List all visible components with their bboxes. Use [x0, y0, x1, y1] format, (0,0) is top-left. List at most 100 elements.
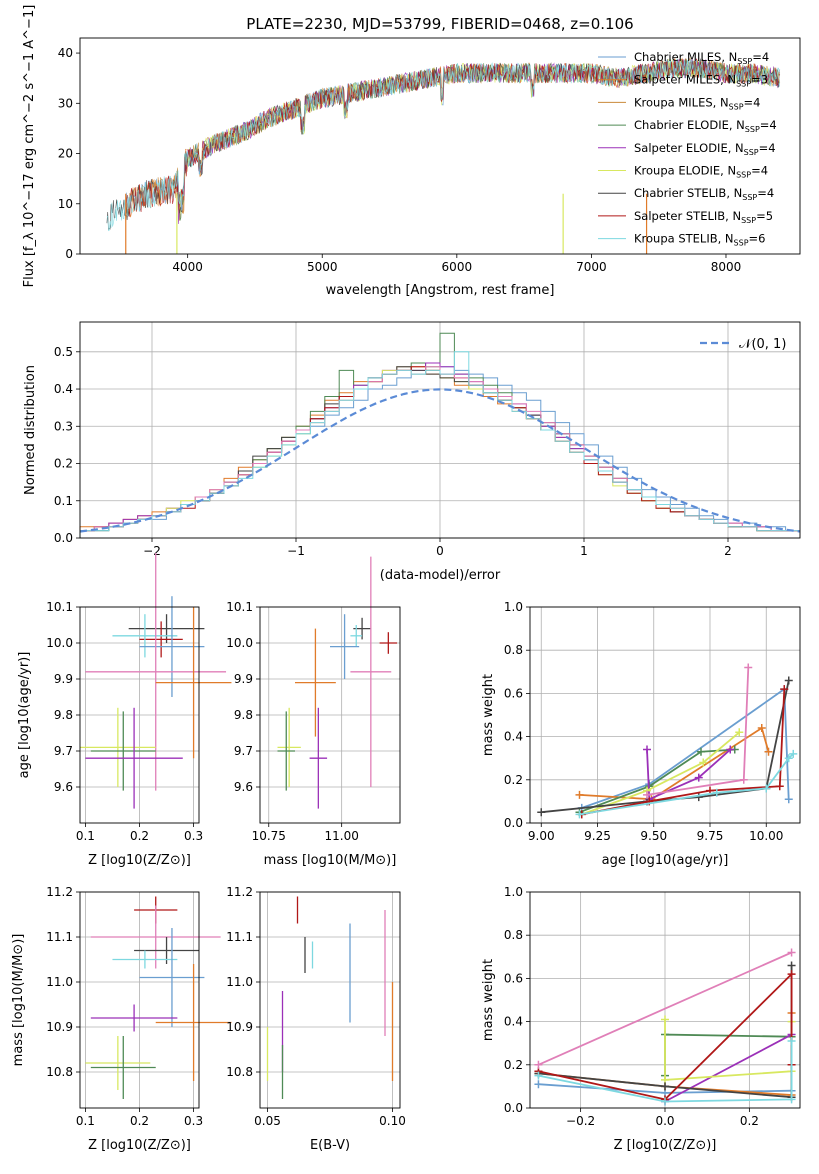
x-tick-label: −2 [143, 544, 161, 558]
x-axis-label: Z [log10(Z/Z⊙)] [614, 1138, 717, 1153]
age-vs-mass-panel: 10.75 11.00 9.6 9.7 9.8 9.9 10.0 10.1 mass [log1… [226, 556, 401, 868]
legend-nssp-value: =4 [759, 141, 776, 155]
y-tick-label: 1.0 [504, 885, 523, 899]
weight-marker [784, 754, 793, 763]
y-tick-label: 0.4 [504, 730, 523, 744]
y-tick-label: 0.3 [54, 419, 73, 433]
y-tick-label: 0.2 [504, 1058, 523, 1072]
weight-line [664, 1033, 793, 1103]
legend-nssp-value: =4 [757, 186, 774, 200]
y-tick-label: 10.1 [226, 600, 253, 614]
legend-nssp-value: =4 [744, 95, 761, 109]
weight-marker [757, 723, 766, 732]
y-axis-label: age [log10(age/yr)] [17, 652, 32, 779]
weight-marker [764, 747, 773, 756]
figure-title: PLATE=2230, MJD=53799, FIBERID=0468, z=0… [246, 15, 633, 33]
y-tick-label: 40 [58, 46, 73, 60]
weight-line [646, 748, 731, 801]
axes-frame [529, 891, 801, 1109]
weight-marker [661, 1015, 669, 1024]
y-tick-label: 9.7 [54, 744, 73, 758]
weight-line [664, 1019, 793, 1081]
x-tick-label: 0.10 [379, 1114, 406, 1128]
legend-nssp-value: =6 [749, 232, 766, 246]
y-tick-label: 30 [58, 96, 73, 110]
weight-line [538, 1041, 793, 1103]
x-tick-label: 9.50 [640, 829, 667, 843]
weight-marker [661, 1097, 669, 1106]
x-tick-label: 10.00 [749, 829, 783, 843]
legend-subscript: SSP [734, 239, 749, 248]
weight-marker [575, 810, 584, 819]
y-tick-label: 10.1 [46, 600, 73, 614]
weight-marker [534, 1060, 543, 1069]
legend-label: Kroupa MILES, NSSP=4 [634, 95, 760, 111]
y-tick-label: 0.8 [504, 928, 523, 942]
weight-line [538, 951, 792, 1066]
y-tick-label: 11.0 [226, 975, 253, 989]
x-tick-label: 0.2 [130, 1114, 149, 1128]
y-axis-label: mass weight [481, 674, 496, 756]
x-tick-label: −1 [287, 544, 305, 558]
y-tick-label: 0.8 [504, 643, 523, 657]
y-tick-label: 0 [65, 247, 73, 261]
x-tick-label: 0.2 [740, 1114, 759, 1128]
x-tick-label: 1 [580, 544, 588, 558]
legend-subscript: SSP [742, 193, 757, 202]
y-axis-label: mass [log10(M/M⊙)] [11, 934, 26, 1067]
axes-frame [79, 37, 801, 255]
y-tick-label: 10.8 [226, 1065, 253, 1079]
legend-nssp-value: =4 [752, 50, 769, 64]
x-tick-label: 6000 [442, 260, 473, 274]
y-tick-label: 9.7 [234, 744, 253, 758]
weight-marker [694, 793, 703, 802]
y-tick-label: 0.2 [504, 773, 523, 787]
normal-curve [79, 388, 801, 533]
x-tick-label: 4000 [172, 260, 203, 274]
y-tick-label: 0.6 [504, 971, 523, 985]
residuals-histogram-panel: −2 −1 0 1 2 0.0 0.1 0.2 0.3 0.4 0.5 𝒩(0, 1) (data-mo… [23, 321, 801, 583]
weight-marker [787, 1037, 796, 1046]
y-axis-label: Normed distribution [23, 365, 38, 495]
legend-label: 𝒩(0, 1) [739, 337, 786, 352]
weight-line [581, 687, 790, 809]
y-tick-label: 11.0 [46, 975, 73, 989]
legend-subscript: SSP [741, 216, 756, 225]
legend-label: Chabrier ELODIE, NSSP=4 [634, 118, 777, 134]
x-tick-label: 0.05 [254, 1114, 281, 1128]
weight-marker [697, 747, 705, 756]
legend-nssp-value: =4 [760, 118, 777, 132]
x-tick-label: 11.00 [324, 829, 358, 843]
weight-marker [762, 784, 771, 793]
y-tick-label: 0.2 [54, 457, 73, 471]
legend-subscript: SSP [737, 57, 752, 66]
weight-marker [643, 790, 651, 799]
y-axis-label: Flux [f_λ 10^−17 erg cm^−2 s^−1 A^−1] [22, 5, 37, 288]
y-tick-label: 0.0 [54, 531, 73, 545]
histogram-step [79, 351, 800, 538]
x-tick-label: 0.3 [184, 829, 203, 843]
weight-vs-metallicity-panel: −0.2 0.0 0.2 0.0 0.2 0.4 0.6 0.8 1.0 Z [log10(Z/Z… [481, 885, 801, 1153]
y-tick-label: 9.8 [234, 708, 253, 722]
y-tick-label: 10.9 [46, 1020, 73, 1034]
y-tick-label: 0.4 [504, 1015, 523, 1029]
weight-marker [694, 773, 703, 782]
legend-label: Salpeter STELIB, NSSP=5 [634, 209, 773, 225]
y-tick-label: 0.0 [504, 816, 523, 830]
legend-label: Salpeter ELODIE, NSSP=4 [634, 141, 776, 157]
x-tick-label: 0.1 [76, 1114, 95, 1128]
y-tick-label: 0.0 [504, 1101, 523, 1115]
weight-marker [775, 782, 784, 791]
weight-marker [789, 749, 798, 758]
legend-nssp-value: =5 [756, 209, 773, 223]
weight-marker [575, 790, 584, 799]
axes-frame [259, 606, 401, 824]
weight-marker [739, 775, 748, 784]
weight-marker [534, 1071, 543, 1080]
weight-line [581, 689, 786, 816]
y-tick-label: 0.5 [54, 345, 73, 359]
y-tick-label: 10 [58, 197, 73, 211]
weight-marker [534, 1080, 543, 1089]
x-tick-label: 8000 [711, 260, 742, 274]
y-tick-label: 10.9 [226, 1020, 253, 1034]
